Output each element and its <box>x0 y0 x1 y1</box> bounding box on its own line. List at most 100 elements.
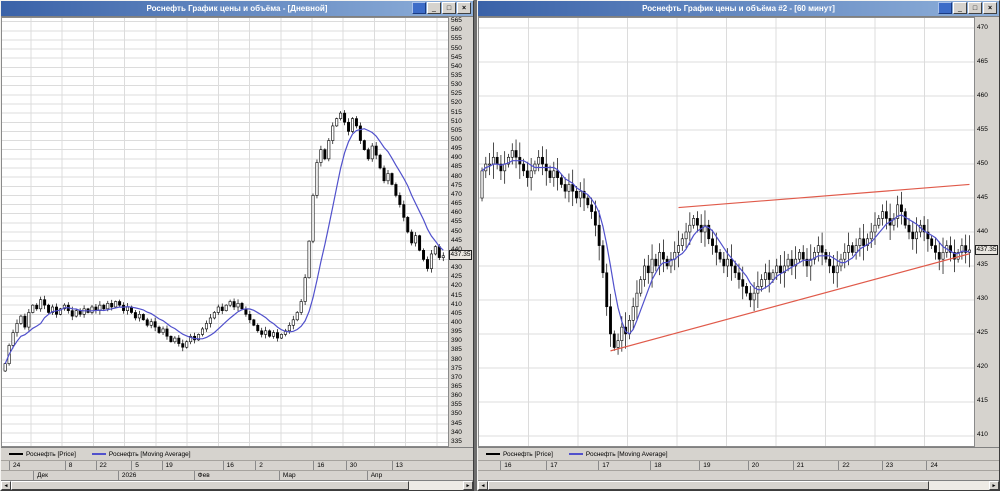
date-label: 16 <box>500 461 512 470</box>
price-axis-label: 445 <box>977 193 988 201</box>
candles-series <box>3 110 445 372</box>
date-label: Апр <box>366 471 382 480</box>
titlebar-buttons: _ □ × <box>412 2 471 14</box>
legend-item: Роснефть [Price] <box>486 451 553 458</box>
moving-average-line <box>481 160 970 335</box>
titlebar-buttons: _ □ × <box>938 2 997 14</box>
current-price-badge: 437.35 <box>449 249 472 260</box>
price-axis[interactable]: 565 560 555 550 545 540 535 530 525 520 515 510 505 5… <box>449 17 473 447</box>
minimize-button[interactable]: _ <box>953 2 967 14</box>
price-axis-label: 535 <box>451 72 462 80</box>
candles-series <box>480 139 971 355</box>
price-axis-label: 335 <box>451 437 462 445</box>
price-axis-label: 435 <box>977 261 988 269</box>
maximize-button[interactable]: □ <box>442 2 456 14</box>
titlebar[interactable]: Роснефть График цены и объёма #2 - [60 м… <box>478 1 999 16</box>
price-axis-label: 490 <box>451 154 462 162</box>
date-label: 16 <box>222 461 234 470</box>
price-axis[interactable]: 470 465 460 455 450 445 440 435 430 425 420 415 410 4… <box>975 17 999 447</box>
grid <box>2 18 448 446</box>
scrollbar-thumb[interactable] <box>488 481 929 490</box>
price-axis-label: 495 <box>451 145 462 153</box>
price-axis-label: 430 <box>451 264 462 272</box>
trend-line[interactable] <box>678 183 970 209</box>
scroll-left-arrow-icon[interactable]: ◄ <box>478 481 488 490</box>
price-axis-label: 470 <box>451 190 462 198</box>
price-axis-label: 415 <box>977 397 988 405</box>
price-axis-label: 370 <box>451 373 462 381</box>
price-axis-label: 425 <box>451 273 462 281</box>
price-axis-label: 560 <box>451 26 462 34</box>
date-label: 17 <box>546 461 558 470</box>
price-axis-label: 445 <box>451 236 462 244</box>
scroll-left-arrow-icon[interactable]: ◄ <box>1 481 11 490</box>
price-axis-label: 510 <box>451 117 462 125</box>
scrollbar-track[interactable] <box>488 481 989 490</box>
date-axis-row[interactable]: 16 17 17 18 19 20 21 22 23 24 <box>478 460 999 470</box>
minimize-button[interactable]: _ <box>427 2 441 14</box>
price-axis-label: 530 <box>451 81 462 89</box>
titlebar[interactable]: Роснефть График цены и объёма - [Дневной… <box>1 1 473 16</box>
date-label: 5 <box>131 461 139 470</box>
close-button[interactable]: × <box>983 2 997 14</box>
price-axis-label: 385 <box>451 346 462 354</box>
legend-label: Роснефть [Moving Average] <box>585 450 668 458</box>
legend: Роснефть [Price] Роснефть [Moving Average… <box>478 447 999 460</box>
price-axis-label: 340 <box>451 428 462 436</box>
price-axis-label: 395 <box>451 328 462 336</box>
price-axis-label: 460 <box>977 91 988 99</box>
date-label: Дек <box>33 471 48 480</box>
candlestick-chart[interactable] <box>1 17 449 447</box>
month-axis-row[interactable]: Дек 2026 Фев Мар Апр <box>1 470 473 480</box>
candlestick-chart[interactable] <box>478 17 975 447</box>
current-price-badge: 437.35 <box>975 244 998 255</box>
price-axis-label: 550 <box>451 44 462 52</box>
price-axis-label: 355 <box>451 401 462 409</box>
price-axis-label: 440 <box>977 227 988 235</box>
price-axis-label: 525 <box>451 90 462 98</box>
price-axis-label: 420 <box>451 282 462 290</box>
price-axis-label: 425 <box>977 329 988 337</box>
price-axis-label: 430 <box>977 295 988 303</box>
price-axis-label: 405 <box>451 309 462 317</box>
scroll-right-arrow-icon[interactable]: ► <box>463 481 473 490</box>
price-axis-label: 515 <box>451 108 462 116</box>
window-title: Роснефть График цены и объёма - [Дневной… <box>146 4 328 13</box>
window-title: Роснефть График цены и объёма #2 - [60 м… <box>642 4 835 13</box>
scrollbar-track[interactable] <box>11 481 463 490</box>
scrollbar-thumb[interactable] <box>11 481 409 490</box>
date-label: 2026 <box>117 471 136 480</box>
chart-settings-button[interactable] <box>412 2 426 14</box>
horizontal-scrollbar[interactable]: ◄ ► <box>478 480 999 490</box>
scroll-right-arrow-icon[interactable]: ► <box>989 481 999 490</box>
moving-average-line <box>4 128 444 364</box>
date-label: 21 <box>792 461 804 470</box>
legend: Роснефть [Price] Роснефть [Moving Average… <box>1 447 473 460</box>
chart-area: 565 560 555 550 545 540 535 530 525 520 515 510 505 5… <box>1 16 473 447</box>
legend-item: Роснефть [Moving Average] <box>91 451 191 458</box>
price-axis-label: 455 <box>451 218 462 226</box>
chart-settings-button[interactable] <box>938 2 952 14</box>
legend-item: Роснефть [Price] <box>9 451 76 458</box>
price-axis-label: 465 <box>977 57 988 65</box>
price-axis-label: 480 <box>451 172 462 180</box>
maximize-button[interactable]: □ <box>968 2 982 14</box>
trend-line[interactable] <box>610 253 970 352</box>
price-axis-label: 420 <box>977 363 988 371</box>
price-axis-label: 545 <box>451 53 462 61</box>
date-label: 2 <box>255 461 263 470</box>
month-axis-row[interactable] <box>478 470 999 480</box>
horizontal-scrollbar[interactable]: ◄ ► <box>1 480 473 490</box>
close-button[interactable]: × <box>457 2 471 14</box>
legend-line-swatch-icon <box>486 453 500 455</box>
window-hourly-chart: Роснефть График цены и объёма #2 - [60 м… <box>477 0 1000 491</box>
legend-label: Роснефть [Price] <box>503 450 553 458</box>
legend-line-swatch-icon <box>91 453 106 455</box>
price-axis-label: 555 <box>451 35 462 43</box>
legend-line-swatch-icon <box>568 453 583 455</box>
date-axis-row[interactable]: 24 8 22 5 19 16 2 16 30 13 <box>1 460 473 470</box>
price-axis-label: 565 <box>451 17 462 25</box>
price-axis-label: 345 <box>451 419 462 427</box>
legend-label: Роснефть [Price] <box>26 450 76 458</box>
price-axis-label: 375 <box>451 364 462 372</box>
